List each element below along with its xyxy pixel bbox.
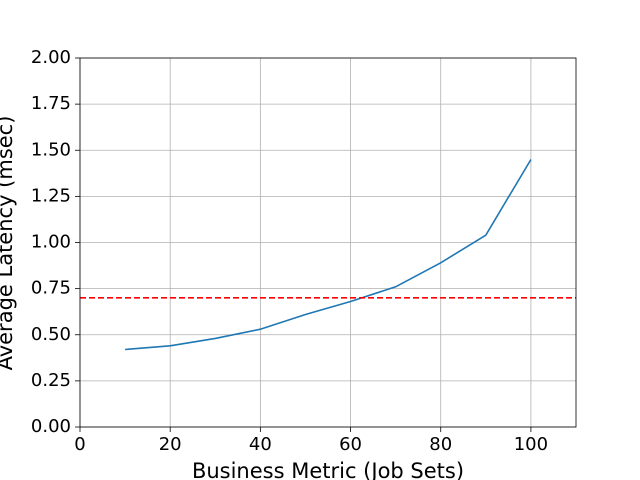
plot-frame: [79, 57, 577, 428]
y-tick-label: 0.25: [31, 370, 71, 391]
y-tick-label: 0.50: [31, 324, 71, 345]
y-tick-label: 0.00: [31, 416, 71, 437]
x-tick-label: 80: [429, 434, 452, 455]
y-tick-label: 1.50: [31, 139, 71, 160]
x-tick-label: 60: [339, 434, 362, 455]
y-tick-label: 1.75: [31, 93, 71, 114]
y-axis-label: Average Latency (msec): [0, 116, 17, 371]
y-tick-label: 1.00: [31, 232, 71, 253]
data-line: [125, 159, 532, 351]
y-tick-label: 1.25: [31, 185, 71, 206]
y-tick-label: 2.00: [31, 47, 71, 68]
y-tick-label: 0.75: [31, 278, 71, 299]
x-tick-label: 40: [249, 434, 272, 455]
x-axis-label: Business Metric (Job Sets): [192, 459, 464, 480]
x-tick-label: 0: [74, 434, 85, 455]
x-tick-label: 100: [514, 434, 548, 455]
x-tick-label: 20: [159, 434, 182, 455]
